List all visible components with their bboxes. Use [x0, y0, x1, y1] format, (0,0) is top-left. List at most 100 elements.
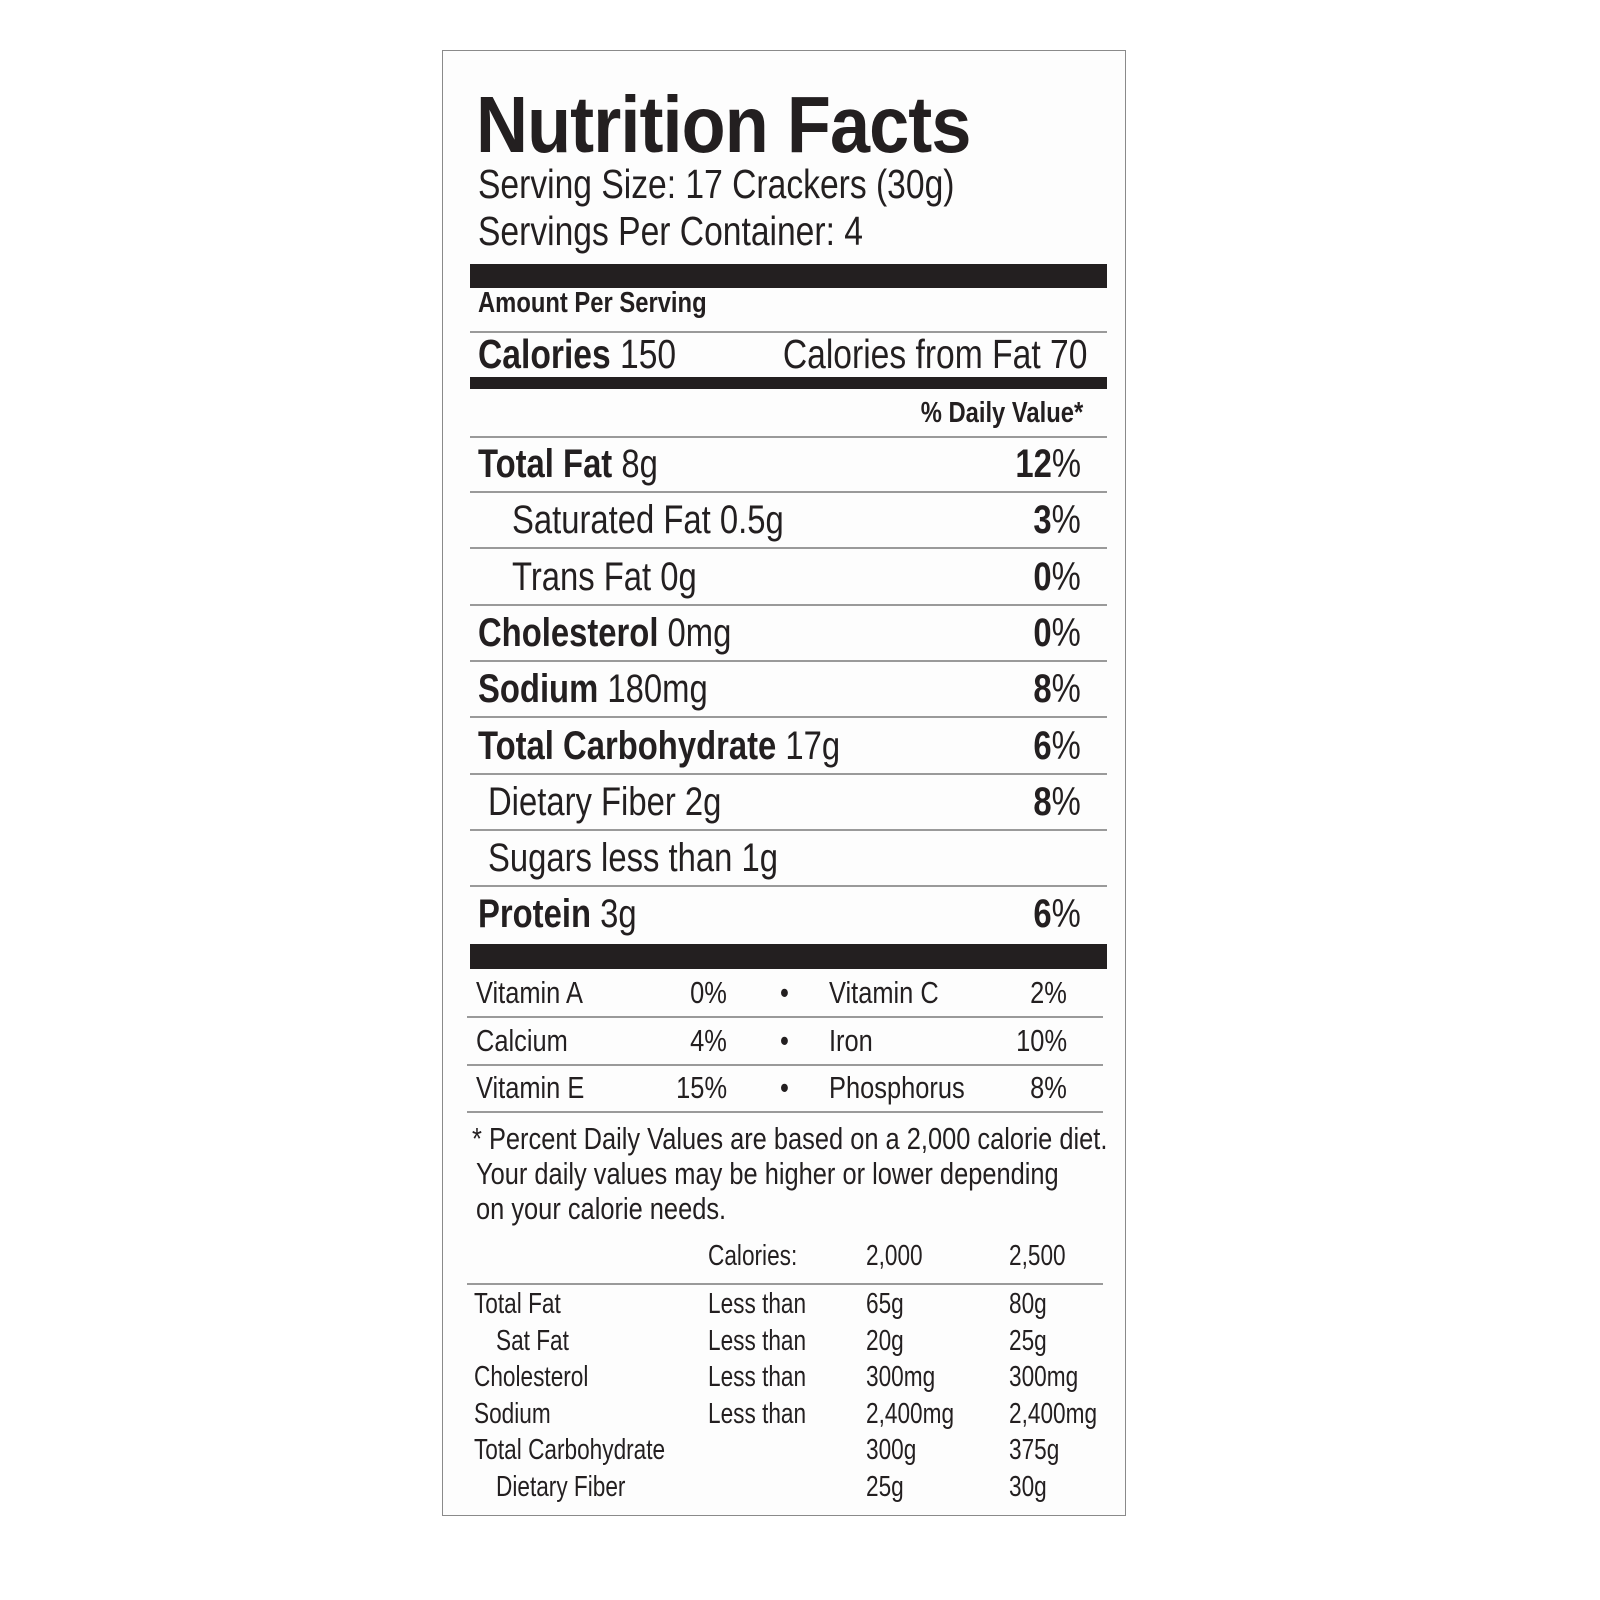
daily-value-text: 6%	[1034, 724, 1081, 769]
nutrient-amount: 0mg	[667, 610, 732, 655]
table-row: Sodium Less than 2,400mg 2,400mg	[470, 1398, 1107, 1434]
table-cell: 80g	[1009, 1288, 1057, 1321]
vitamin-text: Vitamin E	[476, 1070, 585, 1105]
nutrient-daily-value: 12%	[1001, 442, 1081, 487]
vitamin-b: Vitamin C	[829, 975, 963, 1011]
vitamin-text: •	[780, 1070, 789, 1105]
daily-value-number: 0	[1033, 554, 1052, 599]
daily-value-text: 0%	[1034, 555, 1081, 600]
table-cell: 2,400mg	[866, 1398, 979, 1431]
table-cell: Cholesterol	[474, 1361, 621, 1394]
vitamin-row: Vitamin E 15% • Phosphorus 8%	[470, 1064, 1107, 1112]
table-cell: Total Carbohydrate	[474, 1434, 719, 1467]
daily-value-number: 3	[1033, 498, 1052, 543]
nutrient-label: Sugars less than 1g	[488, 836, 778, 881]
table-cell-text: Total Fat	[474, 1288, 561, 1320]
daily-value-text: 3%	[1034, 498, 1081, 543]
nutrient-row: Sugars less than 1g	[470, 832, 1107, 888]
nutrient-amount: less than 1g	[601, 836, 778, 881]
vitamin-b-dv: 10%	[1005, 1023, 1067, 1059]
vitamin-row: Calcium 4% • Iron 10%	[470, 1017, 1107, 1065]
calories-value: 150	[620, 331, 677, 377]
daily-value-number: 0	[1033, 610, 1052, 655]
table-row: Total Carbohydrate 300g 375g	[470, 1434, 1107, 1470]
vitamin-text: 15%	[676, 1070, 727, 1105]
nutrient-name-text: Total Carbohydrate	[478, 723, 777, 768]
nutrient-row: Trans Fat 0g 0%	[470, 551, 1107, 607]
table-cell-text: Dietary Fiber	[496, 1471, 626, 1503]
daily-value-header-text: % Daily Value*	[920, 397, 1083, 429]
nutrient-name: Trans Fat 0g	[512, 555, 737, 600]
vitamin-text: 8%	[1030, 1070, 1067, 1105]
nutrient-amount: 0.5g	[719, 498, 784, 543]
nutrient-label: Protein 3g	[478, 892, 637, 937]
bullet: •	[780, 1023, 791, 1059]
footnote-text: on your calorie needs.	[476, 1191, 727, 1226]
percent-sign: %	[1051, 498, 1081, 543]
serving-size: Serving Size: 17 Crackers (30g)	[478, 161, 1059, 208]
divider	[470, 772, 1107, 775]
servings-per-container-text: Servings Per Container: 4	[478, 208, 863, 254]
daily-value-text: 12%	[1015, 442, 1081, 487]
nutrient-name-text: Sodium	[478, 667, 599, 712]
footnote-line: on your calorie needs.	[476, 1191, 781, 1226]
nutrient-row: Saturated Fat 0.5g 3%	[470, 494, 1107, 550]
table-cell: 300mg	[1009, 1361, 1098, 1394]
nutrient-amount: 8g	[621, 442, 658, 486]
vitamin-text: Vitamin C	[829, 975, 939, 1010]
nutrient-label: Sodium 180mg	[478, 667, 708, 712]
serving-size-text: Serving Size: 17 Crackers (30g)	[478, 161, 955, 207]
table-cell: Sodium	[474, 1398, 572, 1431]
amount-per-serving: Amount Per Serving	[478, 287, 757, 320]
divider	[470, 491, 1107, 493]
table-header: Calories: 2,000 2,500	[470, 1240, 1107, 1276]
table-cell-text: 2,500	[1009, 1240, 1066, 1272]
nutrient-label: Total Carbohydrate 17g	[478, 724, 840, 769]
table-cell-text: 375g	[1009, 1434, 1060, 1467]
table-cell: Calories:	[708, 1240, 822, 1273]
vitamin-text: Phosphorus	[829, 1070, 965, 1105]
table-row: Dietary Fiber 25g 30g	[470, 1471, 1107, 1507]
vitamin-a: Calcium	[476, 1023, 588, 1059]
nutrient-amount: 3g	[600, 892, 637, 937]
vitamin-b-dv: 8%	[1022, 1070, 1067, 1106]
divider	[467, 1016, 1103, 1018]
table-cell: Less than	[708, 1325, 834, 1358]
nutrient-name-text: Total Fat	[478, 442, 613, 486]
percent-sign: %	[1051, 892, 1081, 937]
table-cell: Less than	[708, 1288, 834, 1321]
divider	[470, 659, 1107, 662]
daily-value-text: 8%	[1034, 667, 1081, 712]
footnote-text: Your daily values may be higher or lower…	[476, 1156, 1059, 1191]
table-cell-text: 30g	[1009, 1471, 1047, 1503]
nutrient-daily-value: 8%	[1023, 780, 1081, 825]
table-cell-text: 65g	[866, 1288, 904, 1320]
divider	[467, 1111, 1103, 1113]
divider	[470, 716, 1107, 719]
percent-sign: %	[1051, 723, 1081, 768]
nutrient-amount: 17g	[785, 723, 841, 768]
nutrient-amount: 180mg	[607, 667, 708, 712]
medium-divider	[470, 377, 1107, 389]
vitamin-a: Vitamin A	[476, 975, 606, 1011]
table-cell-text: 300mg	[866, 1361, 936, 1394]
nutrient-amount: 0g	[660, 554, 697, 599]
thick-divider	[470, 264, 1107, 288]
table-cell: Less than	[708, 1361, 834, 1394]
footnote-line: Your daily values may be higher or lower…	[476, 1156, 1187, 1191]
table-cell-text: Cholesterol	[474, 1361, 589, 1394]
daily-value-number: 8	[1033, 779, 1052, 824]
nutrient-name-text: Cholesterol	[478, 610, 659, 655]
nutrient-row: Dietary Fiber 2g 8%	[470, 776, 1107, 832]
table-cell-text: Less than	[708, 1397, 807, 1430]
bullet: •	[780, 975, 791, 1011]
nutrient-label: Dietary Fiber 2g	[488, 780, 721, 825]
nutrient-row: Cholesterol 0mg 0%	[470, 607, 1107, 663]
nutrient-name: Sugars less than 1g	[488, 836, 842, 881]
table-cell: Dietary Fiber	[496, 1471, 662, 1504]
divider	[467, 1283, 1103, 1285]
vitamin-a-dv: 4%	[682, 1023, 727, 1059]
divider	[470, 436, 1107, 438]
daily-value-number: 8	[1033, 667, 1052, 712]
percent-sign: %	[1051, 667, 1081, 712]
